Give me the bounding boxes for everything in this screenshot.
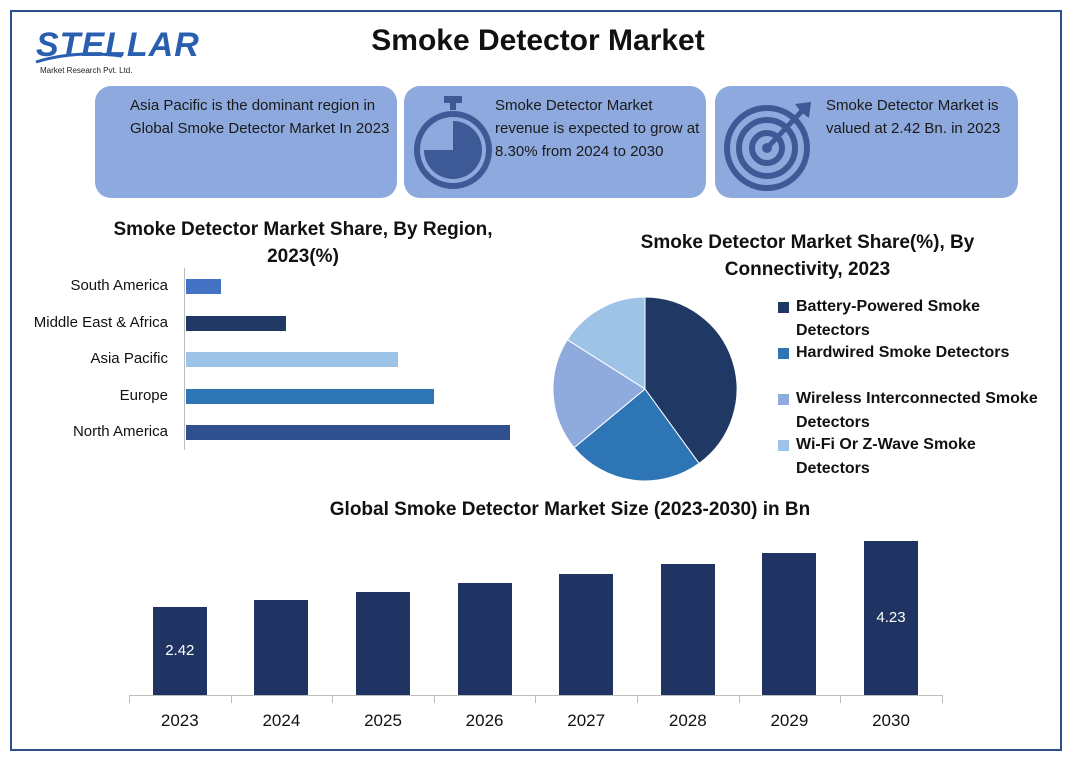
axis-tick xyxy=(332,695,333,703)
market-size-chart-title: Global Smoke Detector Market Size (2023-… xyxy=(329,499,811,520)
year-tick-label: 2026 xyxy=(465,711,504,730)
bar-data-label: 2.42 xyxy=(165,641,195,659)
page-title: Smoke Detector Market xyxy=(371,24,705,57)
market-size-bar xyxy=(152,606,207,695)
legend-swatch xyxy=(778,302,789,313)
year-tick-label: 2027 xyxy=(567,711,606,730)
region-label: South America xyxy=(70,277,168,294)
market-size-axis xyxy=(129,695,943,696)
connectivity-chart-title: Smoke Detector Market Share(%), By Conne… xyxy=(640,232,975,280)
year-tick-label: 2025 xyxy=(364,711,402,730)
connectivity-pie-chart xyxy=(552,296,738,482)
axis-tick xyxy=(637,695,638,703)
card-text: Smoke Detector Market revenue is expecte… xyxy=(495,97,700,160)
legend-label: Battery-Powered Smoke Detectors xyxy=(796,298,981,339)
region-bar xyxy=(186,425,510,440)
pie-slice xyxy=(566,296,646,390)
info-card-growth: Smoke Detector Market revenue is expecte… xyxy=(404,86,706,198)
stellar-logo: STELLAR Market Research Pvt. Ltd. xyxy=(35,22,199,84)
region-bar xyxy=(186,315,286,331)
card-text: Asia Pacific is the dominant region in G… xyxy=(130,97,390,137)
pie-slice xyxy=(644,296,738,465)
market-size-bar xyxy=(356,591,410,695)
market-size-bar xyxy=(762,553,817,695)
region-bar xyxy=(186,388,434,404)
legend-swatch xyxy=(778,440,789,451)
legend-label: Hardwired Smoke Detectors xyxy=(796,344,1010,361)
stopwatch-icon xyxy=(414,96,492,189)
year-tick-label: 2023 xyxy=(160,711,199,730)
region-label: Europe xyxy=(119,386,168,404)
info-card-region: Asia Pacific is the dominant region in G… xyxy=(95,86,397,198)
logo-subtitle: Market Research Pvt. Ltd. xyxy=(40,66,133,75)
axis-tick xyxy=(535,695,536,703)
axis-tick xyxy=(739,695,740,703)
market-size-bar xyxy=(864,541,918,695)
pie-slice xyxy=(552,339,646,449)
axis-tick xyxy=(942,695,943,703)
infographic-frame xyxy=(10,10,1062,751)
legend-swatch xyxy=(778,348,789,359)
legend-label: Wireless Interconnected Smoke Detectors xyxy=(796,390,1038,431)
region-bar xyxy=(186,352,398,367)
region-label: Asia Pacific xyxy=(90,350,168,367)
market-size-bar xyxy=(457,583,512,695)
market-size-bar xyxy=(559,573,614,695)
legend-swatch xyxy=(778,394,789,405)
logo-swoosh-icon xyxy=(35,52,123,64)
year-tick-label: 2029 xyxy=(770,711,809,730)
legend-label: Wi-Fi Or Z-Wave Smoke Detectors xyxy=(796,436,976,477)
region-chart-axis xyxy=(184,268,185,450)
market-size-bar xyxy=(660,563,715,695)
year-tick-label: 2024 xyxy=(262,711,301,730)
axis-tick xyxy=(129,695,130,703)
region-chart-title: Smoke Detector Market Share, By Region, … xyxy=(113,219,493,267)
year-tick-label: 2030 xyxy=(872,711,910,730)
market-size-bar xyxy=(254,599,309,695)
card-text: Smoke Detector Market is valued at 2.42 … xyxy=(826,97,1001,137)
region-label: North America xyxy=(72,423,168,440)
region-bar xyxy=(186,279,221,294)
axis-tick xyxy=(231,695,232,703)
axis-tick xyxy=(434,695,435,703)
info-card-value: Smoke Detector Market is valued at 2.42 … xyxy=(715,86,1018,198)
year-tick-label: 2028 xyxy=(668,711,707,730)
pie-slice xyxy=(573,388,700,482)
region-label: Middle East & Africa xyxy=(33,313,168,331)
target-icon xyxy=(724,102,811,191)
axis-tick xyxy=(840,695,841,703)
logo-wordmark: STELLAR xyxy=(36,26,200,64)
bar-data-label: 4.23 xyxy=(876,609,906,626)
